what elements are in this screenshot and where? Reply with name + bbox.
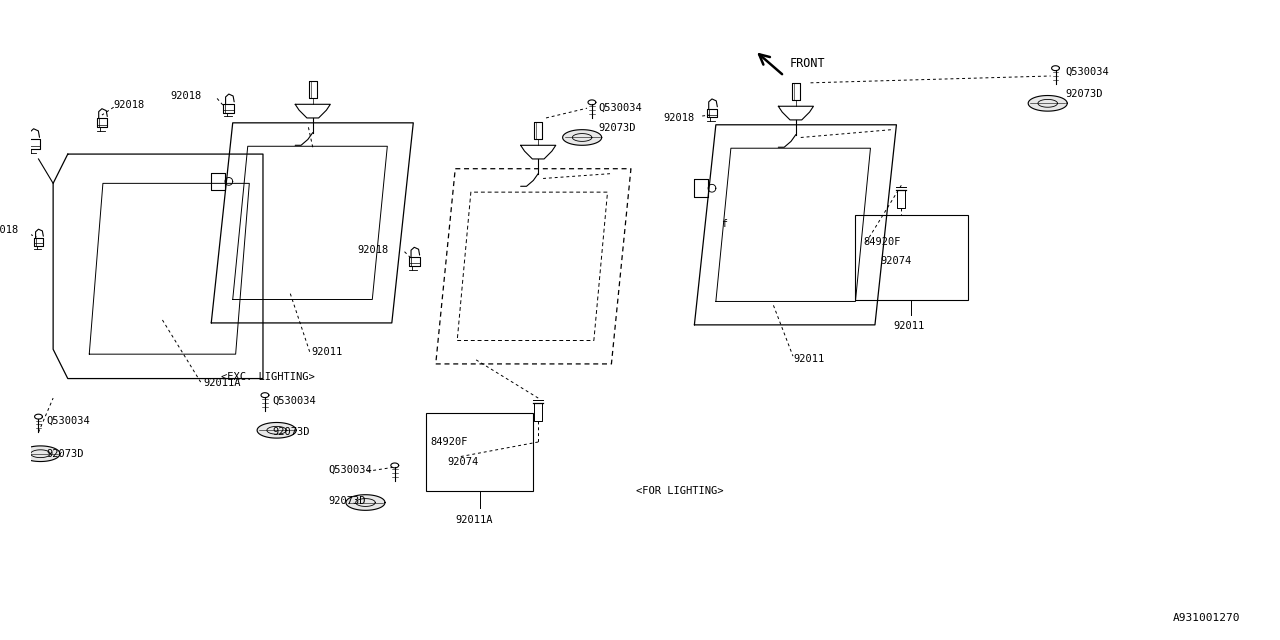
Text: Q530034: Q530034 [1065,67,1108,77]
Polygon shape [257,422,296,438]
Text: 92018: 92018 [114,100,145,110]
Text: Q530034: Q530034 [273,396,316,406]
Text: 92073D: 92073D [1065,88,1103,99]
Text: 92018: 92018 [170,92,201,102]
Text: 84920F: 84920F [431,437,468,447]
Polygon shape [563,130,602,145]
Text: 92011A: 92011A [456,515,493,525]
Text: 92011: 92011 [794,354,824,364]
Text: 92011: 92011 [312,348,343,357]
Text: <EXC. LIGHTING>: <EXC. LIGHTING> [221,372,315,381]
Text: 92073D: 92073D [46,449,83,459]
Text: 92074: 92074 [881,257,913,266]
Polygon shape [1028,95,1068,111]
Text: 92073D: 92073D [599,123,636,132]
Text: 84920F: 84920F [863,237,901,247]
Text: Q530034: Q530034 [599,103,643,113]
Text: 92018: 92018 [0,225,19,236]
Text: 92011: 92011 [893,321,924,331]
Polygon shape [20,446,60,461]
Text: 92073D: 92073D [273,428,310,437]
Text: 92074: 92074 [448,456,479,467]
Text: 92018: 92018 [663,113,694,123]
Bar [855,214,968,300]
Bar [426,413,534,491]
Text: FRONT: FRONT [790,57,826,70]
Polygon shape [346,495,385,510]
Text: <FOR LIGHTING>: <FOR LIGHTING> [636,486,723,496]
Text: 92018: 92018 [357,244,389,255]
Text: f: f [721,220,727,229]
Text: A931001270: A931001270 [1172,612,1240,623]
Text: Q530034: Q530034 [46,415,90,426]
Text: 92073D: 92073D [329,495,366,506]
Text: 92011A: 92011A [204,378,241,388]
Text: Q530034: Q530034 [329,465,372,474]
